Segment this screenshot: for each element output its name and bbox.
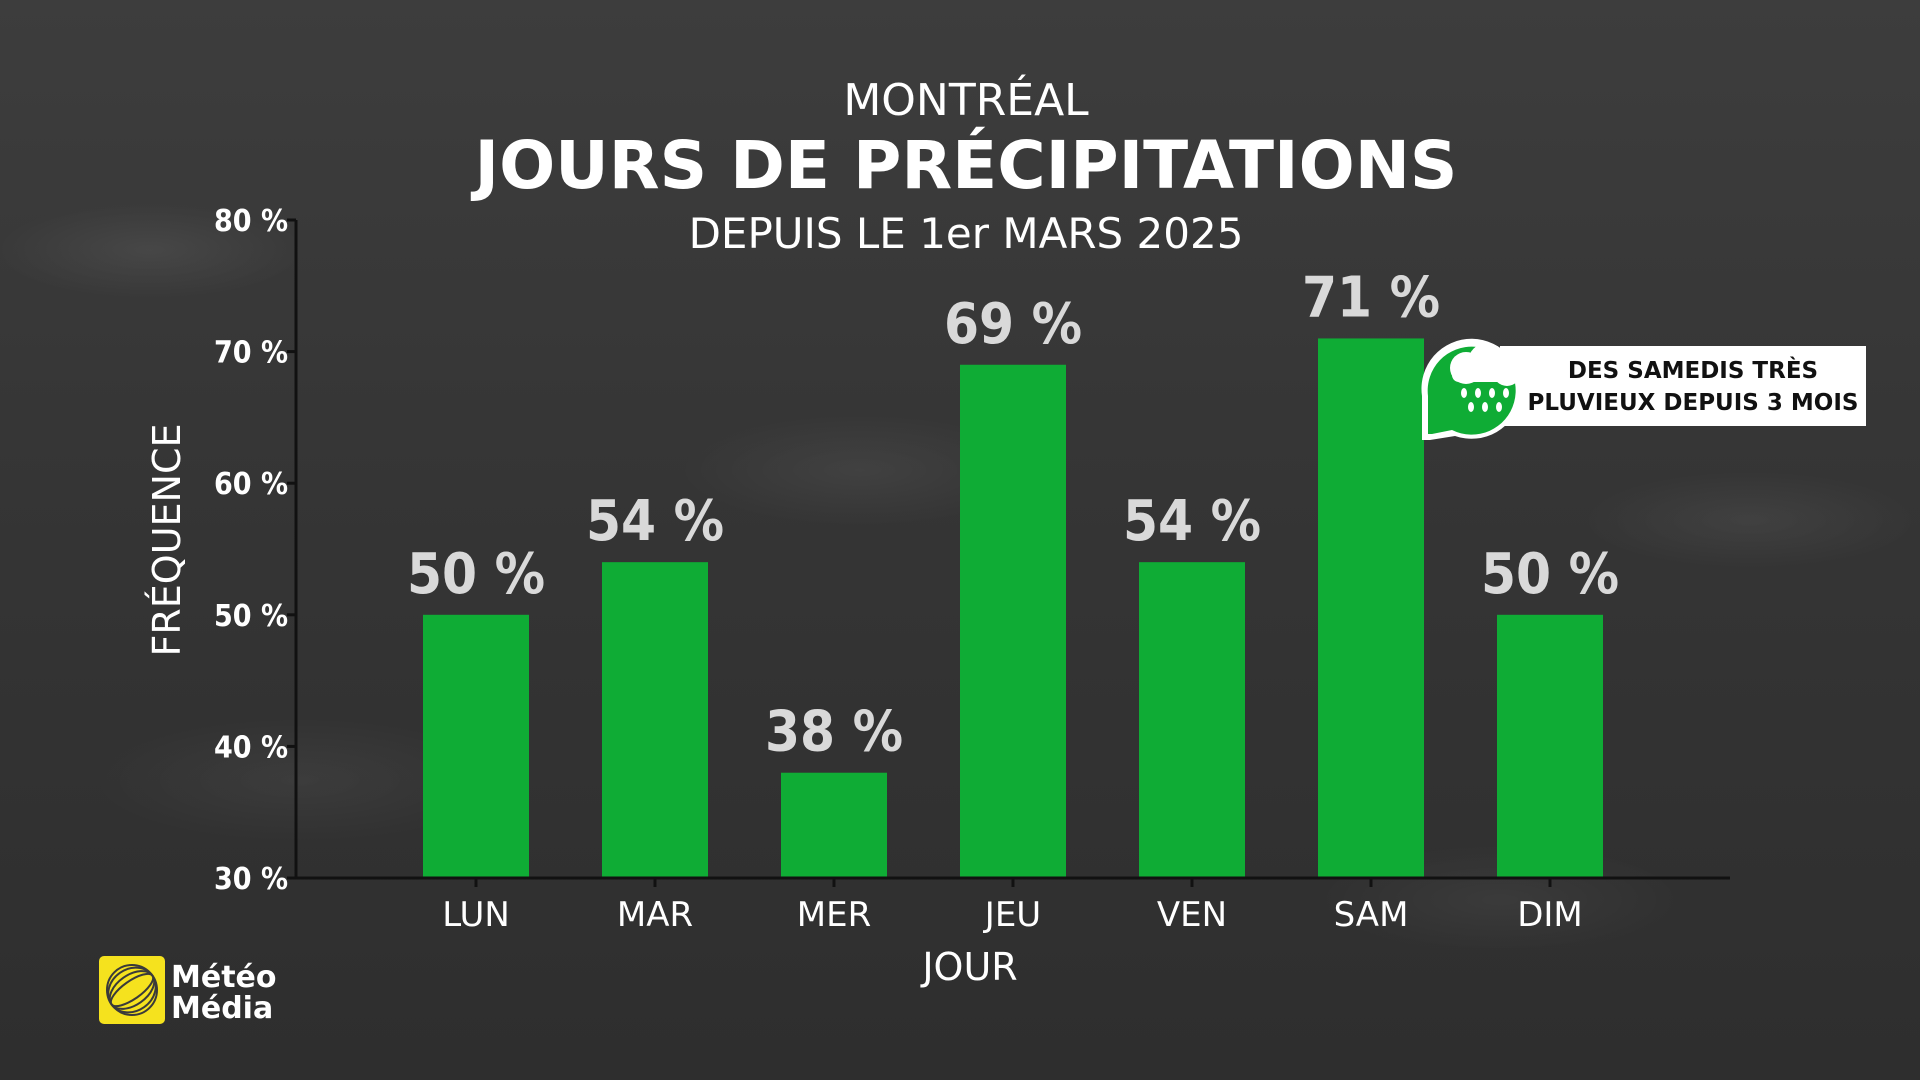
x-tick-label-mar: MAR: [617, 895, 693, 935]
y-axis-title: FRÉQUENCE: [145, 424, 189, 657]
x-tick-label-sam: SAM: [1334, 895, 1409, 935]
y-tick-label: 40 %: [214, 730, 288, 765]
annotation-box: [1500, 346, 1866, 426]
meteomedia-logo: Météo Média: [99, 956, 277, 1026]
logo-line-1: Météo: [171, 960, 277, 995]
data-label-jeu: 69 %: [944, 292, 1082, 357]
y-tick-label: 60 %: [214, 467, 288, 502]
x-tick-label-mer: MER: [797, 895, 871, 935]
y-ticks-group: 30 % 40 % 50 % 60 % 70 % 80 %: [214, 204, 296, 897]
bars-group: [423, 338, 1603, 878]
chart-title: JOURS DE PRÉCIPITATIONS: [471, 126, 1458, 204]
x-tick-label-jeu: JEU: [983, 895, 1041, 935]
y-tick-label: 80 %: [214, 204, 288, 239]
bar-ven: [1139, 562, 1245, 878]
annotation-callout: DES SAMEDIS TRÈS PLUVIEUX DEPUIS 3 MOIS: [1421, 338, 1866, 440]
chart-subtitle: DEPUIS LE 1er MARS 2025: [689, 209, 1244, 258]
x-ticks-group: LUN MAR MER JEU VEN SAM DIM: [442, 878, 1583, 935]
bar-sam: [1318, 338, 1424, 878]
logo-line-2: Média: [171, 991, 273, 1026]
data-label-mer: 38 %: [765, 700, 903, 765]
y-tick-label: 30 %: [214, 862, 288, 897]
data-label-dim: 50 %: [1481, 542, 1619, 607]
bar-mar: [602, 562, 708, 878]
data-labels-group: 50 % 54 % 38 % 69 % 54 % 71 % 50 %: [407, 265, 1619, 764]
rain-cloud-icon: [1421, 338, 1522, 440]
y-tick-label: 50 %: [214, 599, 288, 634]
data-label-sam: 71 %: [1302, 265, 1440, 330]
bar-jeu: [960, 364, 1066, 878]
data-label-lun: 50 %: [407, 542, 545, 607]
globe-icon: [106, 964, 158, 1016]
bar-lun: [423, 614, 529, 878]
bar-mer: [781, 772, 887, 878]
annotation-line-2: PLUVIEUX DEPUIS 3 MOIS: [1528, 390, 1859, 416]
chart-city: MONTRÉAL: [843, 73, 1089, 126]
x-tick-label-dim: DIM: [1517, 895, 1583, 935]
x-axis-title: JOUR: [920, 945, 1017, 989]
data-label-mar: 54 %: [586, 489, 724, 554]
y-tick-label: 70 %: [214, 336, 288, 371]
bar-dim: [1497, 614, 1603, 878]
x-tick-label-lun: LUN: [442, 895, 510, 935]
x-tick-label-ven: VEN: [1157, 895, 1227, 935]
annotation-line-1: DES SAMEDIS TRÈS: [1568, 356, 1818, 384]
data-label-ven: 54 %: [1123, 489, 1261, 554]
